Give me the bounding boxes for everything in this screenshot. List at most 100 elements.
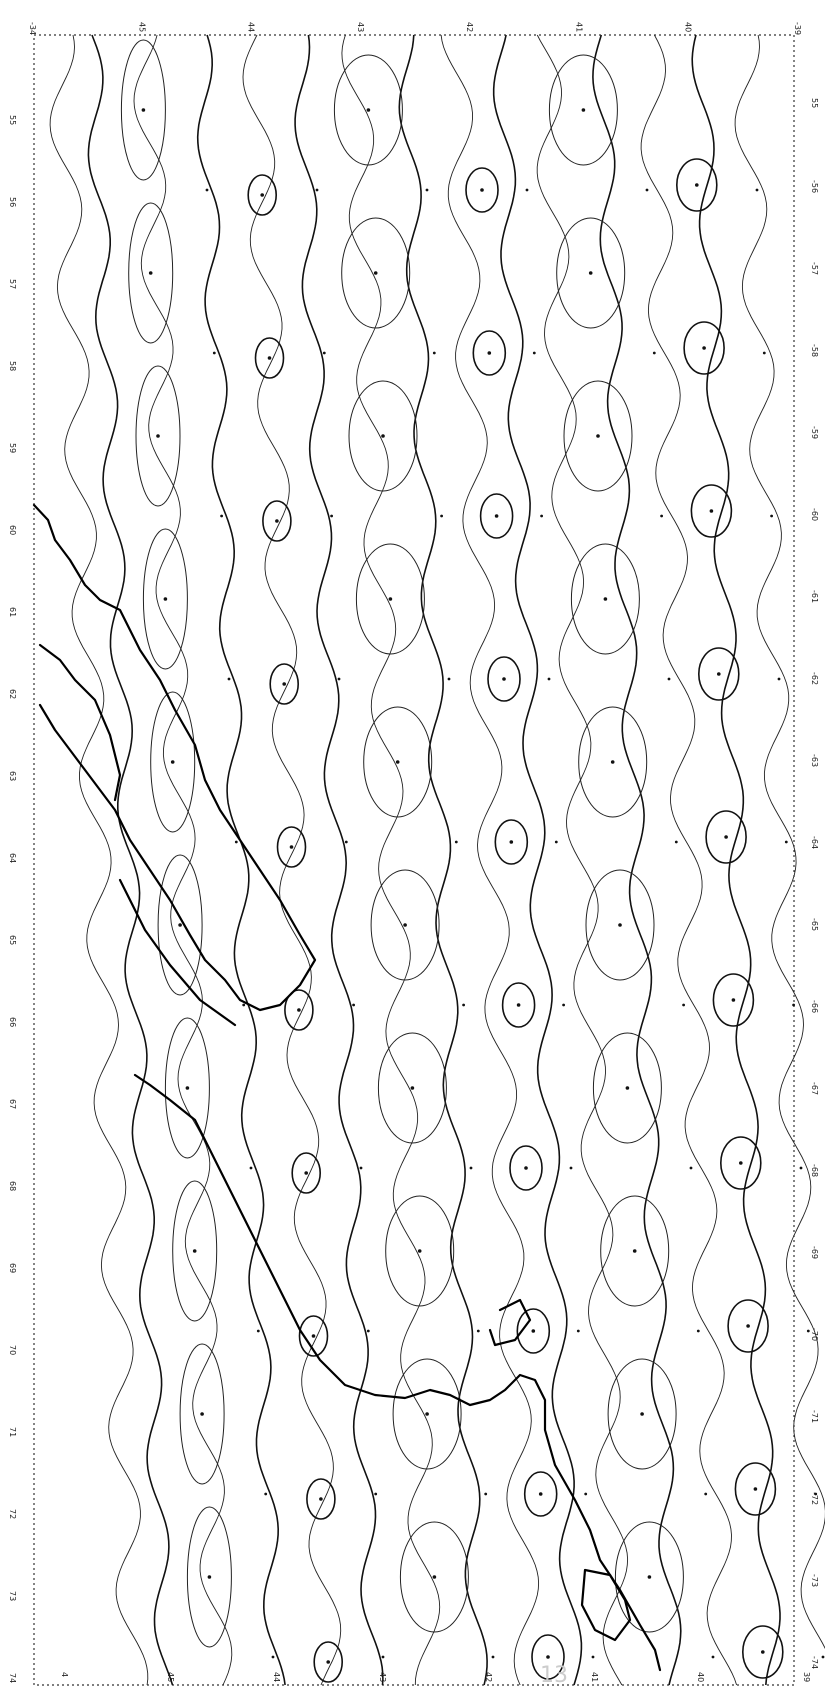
grid-point [660, 514, 663, 518]
grid-point [212, 351, 216, 355]
contour-oval-small [690, 484, 733, 538]
contour-oval-small [494, 819, 529, 865]
grid-point [755, 188, 759, 192]
contour-oval-large [578, 706, 648, 818]
contour-oval-large [385, 1195, 455, 1307]
tick-label: 59 [8, 443, 17, 453]
tick-label: 63 [8, 771, 17, 781]
grid-point [207, 1575, 212, 1579]
contour-oval-small [306, 1478, 336, 1520]
grid-point [547, 677, 551, 681]
grid-point [695, 183, 699, 187]
grid-point [652, 351, 656, 355]
contour-band-thick [398, 34, 488, 1686]
contour-oval-small [479, 493, 514, 539]
tick-label: -63 [810, 754, 819, 767]
tick-label: 43 [378, 1672, 387, 1682]
grid-point [806, 1329, 810, 1333]
coastline-lower [133, 1073, 662, 1672]
tick-label: 71 [8, 1427, 17, 1437]
grid-point [432, 1575, 437, 1579]
contour-lens [186, 1506, 232, 1648]
grid-point [454, 840, 458, 844]
grid-point [696, 1329, 700, 1333]
contour-oval-small [501, 982, 536, 1028]
contour-lens [164, 1017, 210, 1159]
contour-oval-large [370, 869, 440, 981]
grid-point [540, 514, 543, 518]
tick-label: -58 [810, 344, 819, 357]
contour-oval-small [298, 1315, 329, 1357]
grid-point [381, 434, 385, 438]
tick-label: 64 [8, 853, 17, 863]
grid-point [645, 188, 649, 192]
contour-oval-small [254, 337, 285, 379]
contour-oval-large [585, 869, 655, 981]
grid-point [704, 1492, 708, 1496]
coastline-channel [38, 643, 122, 802]
grid-point [538, 1492, 543, 1496]
grid-point [581, 108, 586, 112]
contour-lens [120, 39, 166, 181]
contour-oval-small [276, 826, 307, 868]
grid-point [576, 1329, 580, 1333]
tick-label: 45 [166, 1672, 175, 1682]
tick-label: -67 [810, 1082, 819, 1095]
contour-oval-small [262, 500, 292, 542]
tick-label: 69 [8, 1263, 17, 1273]
tick-label: -64 [810, 836, 819, 849]
contour-oval-small [247, 174, 278, 216]
grid-point [777, 677, 781, 681]
tick-label: -57 [810, 262, 819, 275]
grid-point [525, 188, 529, 192]
contour-band-thick [691, 34, 781, 1686]
tick-label: 74 [8, 1673, 17, 1683]
grid-points [141, 108, 825, 1664]
grid-point [282, 682, 287, 686]
tick-label: -70 [810, 1328, 819, 1341]
contour-oval-large [556, 217, 626, 329]
coastline-upper [32, 503, 317, 1012]
tick-label: 43 [356, 22, 365, 32]
contour-band-thin [341, 34, 441, 1686]
grid-point [192, 1249, 197, 1253]
grid-point [178, 923, 182, 927]
tick-label: -68 [810, 1164, 819, 1177]
contour-oval-large [614, 1521, 684, 1633]
grid-point [469, 1166, 473, 1170]
contour-oval-large [363, 706, 433, 818]
coastline-hook [488, 1298, 532, 1347]
grid-point [366, 1329, 370, 1333]
contour-oval-small [675, 158, 718, 212]
contour-oval-small [516, 1308, 551, 1354]
grid-point [381, 1655, 385, 1659]
grid-point [814, 1492, 818, 1496]
contour-band-thin [49, 34, 149, 1686]
contour-oval-large [570, 543, 640, 655]
contour-band-thick [196, 34, 286, 1686]
contour-lens [128, 202, 174, 344]
grid-point [271, 1655, 275, 1659]
tick-label: -73 [810, 1574, 819, 1587]
grid-point [762, 351, 766, 355]
grid-point [330, 514, 333, 518]
contour-ovals [120, 39, 784, 1683]
contour-oval-large [333, 54, 403, 166]
contour-oval-small [465, 167, 499, 213]
tick-label: 73 [8, 1591, 17, 1601]
tick-label: 68 [8, 1181, 17, 1191]
grid-point [170, 760, 175, 764]
grid-point [640, 1412, 644, 1416]
contour-oval-large [341, 217, 411, 329]
tick-label: 70 [8, 1345, 17, 1355]
contour-lens [150, 691, 196, 833]
grid-point [591, 1655, 595, 1659]
grid-point [311, 1334, 316, 1338]
contour-band-thick [592, 34, 682, 1686]
grid-point [319, 1497, 323, 1501]
grid-point [596, 434, 600, 438]
tick-label: 4 [60, 1672, 69, 1677]
tick-label: 62 [8, 689, 17, 699]
grid-point [395, 760, 400, 764]
